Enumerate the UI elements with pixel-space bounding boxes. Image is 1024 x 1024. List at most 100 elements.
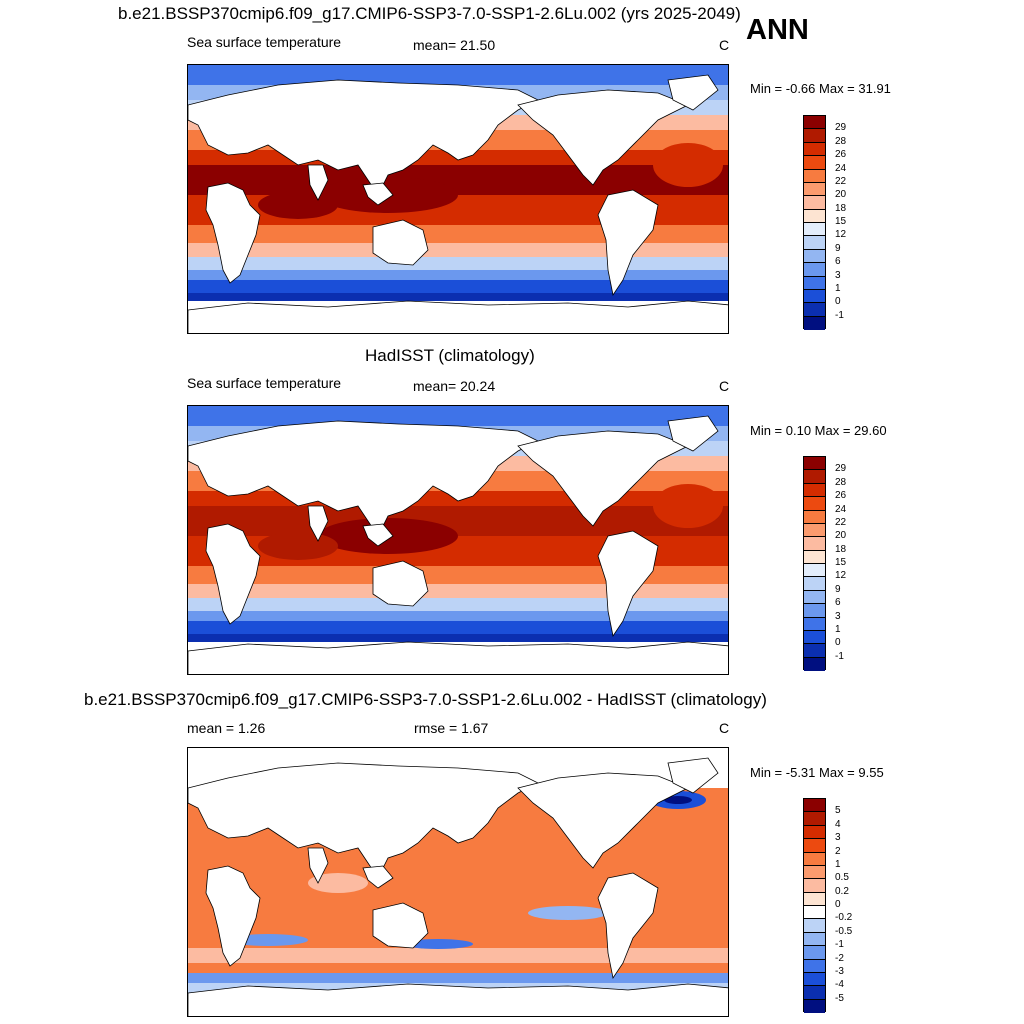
colorbar-box [804, 946, 825, 960]
colorbar-tick-label: 1 [835, 858, 841, 870]
colorbar-box [804, 617, 825, 631]
colorbar-tick-label: -1 [835, 939, 844, 951]
panel-2-units: C [719, 378, 730, 394]
panel-3-units: C [719, 720, 730, 736]
colorbar-tick-label: -1 [835, 309, 844, 321]
colorbar-tick-label: 20 [835, 530, 847, 542]
colorbar-tick-label: 6 [835, 597, 841, 609]
colorbar-tick-label: 12 [835, 570, 847, 582]
colorbar-tick-label: -4 [835, 979, 844, 991]
panel-2-minmax: Min = 0.10 Max = 29.60 [750, 423, 887, 438]
colorbar-tick-label: 3 [835, 269, 841, 281]
colorbar-box [804, 590, 825, 605]
colorbar-box [804, 932, 825, 947]
colorbar-tick-label: 0 [835, 899, 841, 910]
colorbar-box [804, 156, 825, 170]
colorbar-tick-label: 12 [835, 229, 847, 241]
panel-2-map [187, 405, 729, 675]
colorbar-box [804, 839, 825, 853]
colorbar-box [804, 812, 825, 826]
colorbar-box [804, 483, 825, 498]
colorbar-box [804, 537, 825, 551]
panel-3-colorbar [803, 798, 826, 1013]
colorbar-tick-label: -2 [835, 952, 844, 964]
colorbar-box [804, 236, 825, 250]
colorbar-box [804, 644, 825, 658]
colorbar-box [804, 972, 825, 987]
panel-2-variable-label: Sea surface temperature [187, 375, 342, 391]
panel-3-title: b.e21.BSSP370cmip6.f09_g17.CMIP6-SSP3-7.… [84, 690, 767, 709]
colorbar-box [804, 523, 825, 538]
colorbar-box [804, 550, 825, 564]
colorbar-tick-label: 24 [835, 162, 847, 174]
colorbar-box [804, 986, 825, 1000]
colorbar-tick-label: -0.2 [835, 912, 853, 924]
colorbar-tick-label: 26 [835, 149, 847, 161]
colorbar-tick-label: 1 [835, 282, 841, 294]
colorbar-tick-label: 18 [835, 543, 847, 555]
colorbar-tick-label: 3 [835, 610, 841, 622]
colorbar-tick-label: -1 [835, 650, 844, 662]
colorbar-tick-label: 5 [835, 805, 841, 817]
panel-1-variable-label: Sea surface temperature [187, 34, 342, 50]
colorbar-tick-label: 22 [835, 175, 847, 187]
panel-1-map [187, 64, 729, 334]
colorbar-box [804, 129, 825, 143]
colorbar-tick-label: 0 [835, 637, 841, 649]
colorbar-tick-label: 29 [835, 122, 847, 134]
panel-1-colorbar [803, 115, 826, 330]
colorbar-tick-label: -0.5 [835, 925, 853, 937]
panel-3-mean-label: mean = 1.26 [187, 720, 266, 736]
colorbar-tick-label: 29 [835, 463, 847, 475]
colorbar-box [804, 577, 825, 591]
colorbar-tick-label: 18 [835, 202, 847, 214]
colorbar-tick-label: 28 [835, 135, 847, 147]
colorbar-box [804, 919, 825, 933]
colorbar-tick-label: -3 [835, 965, 844, 977]
colorbar-box [804, 169, 825, 183]
colorbar-tick-label: 26 [835, 490, 847, 502]
panel-1-units: C [719, 37, 730, 53]
panel-3-minmax: Min = -5.31 Max = 9.55 [750, 765, 884, 780]
colorbar-box [804, 116, 825, 130]
colorbar-box [804, 879, 825, 893]
colorbar-box [804, 510, 825, 524]
colorbar-box [804, 852, 825, 866]
colorbar-tick-label: 6 [835, 256, 841, 268]
colorbar-box [804, 999, 825, 1013]
colorbar-box [804, 263, 825, 277]
colorbar-box [804, 630, 825, 645]
colorbar-box [804, 142, 825, 157]
colorbar-tick-label: 20 [835, 189, 847, 201]
panel-1-minmax: Min = -0.66 Max = 31.91 [750, 81, 891, 96]
colorbar-tick-label: 9 [835, 242, 841, 254]
colorbar-box [804, 959, 825, 973]
colorbar-box [804, 799, 825, 813]
panel-2-mean-label: mean= 20.24 [413, 378, 496, 394]
colorbar-tick-label: 3 [835, 832, 841, 844]
colorbar-tick-label: 15 [835, 216, 847, 227]
colorbar-tick-label: 0 [835, 296, 841, 308]
colorbar-tick-label: 9 [835, 583, 841, 595]
panel-1-mean-label: mean= 21.50 [413, 37, 496, 53]
colorbar-tick-label: 28 [835, 476, 847, 488]
colorbar-box [804, 276, 825, 290]
colorbar-box [804, 604, 825, 618]
colorbar-box [804, 892, 825, 906]
colorbar-tick-label: 4 [835, 818, 841, 830]
colorbar-box [804, 497, 825, 511]
colorbar-box [804, 289, 825, 304]
colorbar-box [804, 249, 825, 264]
colorbar-tick-label: 0.2 [835, 885, 849, 897]
colorbar-box [804, 182, 825, 197]
colorbar-box [804, 470, 825, 484]
colorbar-tick-label: 15 [835, 557, 847, 568]
colorbar-box [804, 657, 825, 671]
colorbar-tick-label: -5 [835, 992, 844, 1004]
panel-1-title: b.e21.BSSP370cmip6.f09_g17.CMIP6-SSP3-7.… [118, 4, 741, 23]
panel-3-rmse-label: rmse = 1.67 [414, 720, 489, 736]
colorbar-tick-label: 22 [835, 516, 847, 528]
colorbar-tick-label: 24 [835, 503, 847, 515]
colorbar-box [804, 564, 825, 578]
panel-2-colorbar [803, 456, 826, 671]
